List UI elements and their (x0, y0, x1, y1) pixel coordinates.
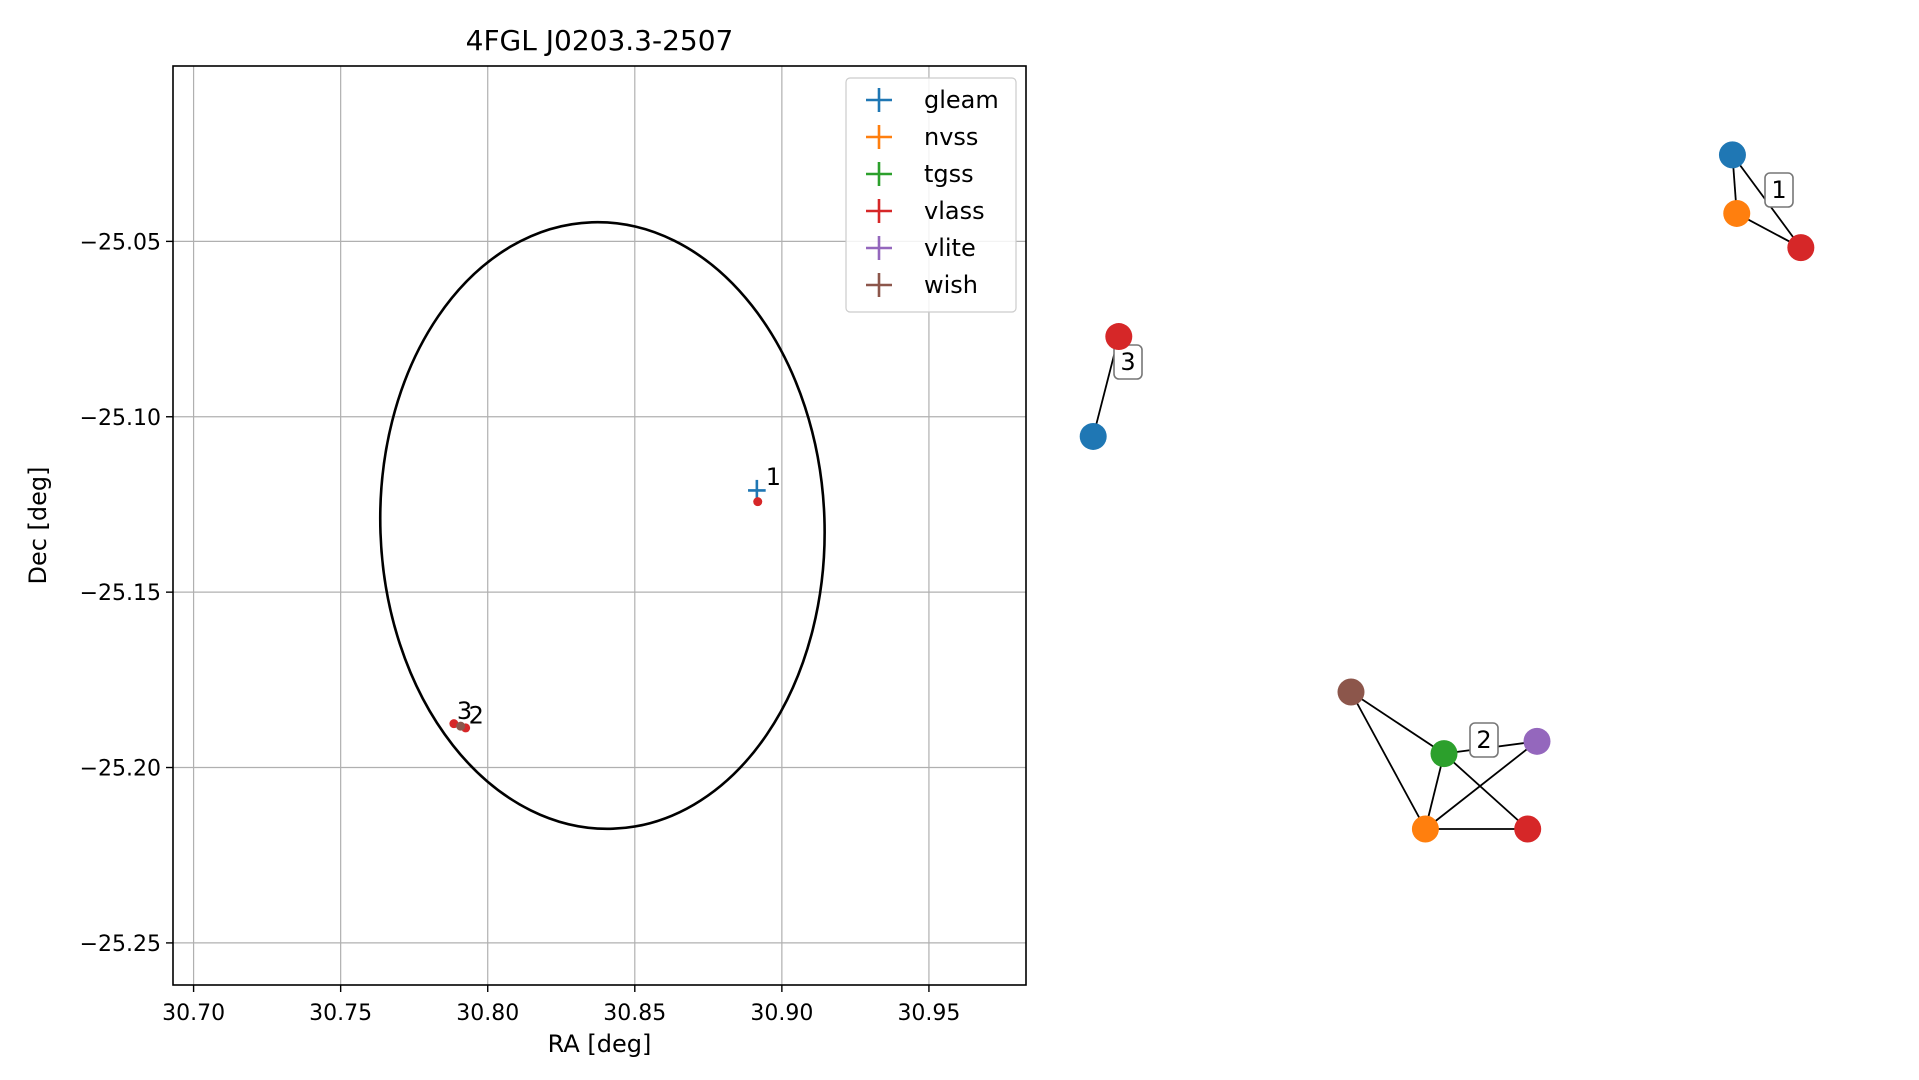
chart-title: 4FGL J0203.3-2507 (466, 24, 734, 57)
legend-entry-wish: wish (866, 271, 978, 299)
svg-text:2: 2 (1476, 726, 1491, 754)
legend-label: gleam (924, 86, 999, 114)
network-node-gleam (1718, 141, 1746, 169)
scatter-panel: 4FGL J0203.3-2507 132 30.70 30.75 30.80 30.… (24, 24, 1027, 1058)
svg-text:3: 3 (1120, 348, 1135, 376)
data-point-vlass (449, 719, 459, 729)
network-node-tgss (1430, 740, 1458, 768)
point-annotation: 2 (469, 702, 484, 730)
data-point-wish (456, 721, 466, 731)
network-edge (1424, 740, 1538, 830)
x-tick-label: 30.80 (456, 1001, 519, 1026)
network-node-wish (1337, 678, 1365, 706)
network-node-gleam (1079, 422, 1107, 450)
network-component-label: 2 (1469, 722, 1499, 758)
legend-entry-vlass: vlass (866, 197, 985, 225)
y-tick-label: −25.15 (80, 581, 161, 606)
localization-ellipse (378, 220, 826, 831)
network-node-nvss (1723, 199, 1751, 227)
y-tick-label: −25.20 (80, 757, 161, 782)
x-tick-label: 30.90 (750, 1001, 813, 1026)
legend-label: nvss (924, 123, 978, 151)
legend-label: vlass (924, 197, 985, 225)
network-component-label: 1 (1764, 172, 1794, 208)
x-tick-label: 30.85 (603, 1001, 666, 1026)
x-axis-ticks: 30.70 30.75 30.80 30.85 30.90 30.95 (162, 985, 960, 1026)
svg-text:1: 1 (1771, 176, 1786, 204)
y-tick-label: −25.05 (80, 230, 161, 255)
network-component-2: 2 (1337, 678, 1551, 843)
annotation-layer: 1 32 (457, 463, 781, 730)
legend-label: vlite (924, 234, 976, 262)
network-node-vlite (1523, 727, 1551, 755)
point-annotation: 3 (457, 697, 472, 725)
x-axis-label: RA [deg] (548, 1030, 652, 1058)
plot-frame (172, 65, 1027, 986)
network-node-vlass (1105, 323, 1133, 351)
y-axis-label: Dec [deg] (24, 466, 52, 584)
y-tick-label: −25.10 (80, 406, 161, 431)
x-tick-label: 30.70 (162, 1001, 225, 1026)
legend-entry-vlite: vlite (866, 234, 976, 262)
data-points-layer (449, 479, 766, 733)
network-component-label: 3 (1113, 344, 1143, 380)
y-tick-label: −25.25 (80, 932, 161, 957)
network-node-nvss (1411, 815, 1439, 843)
point-annotation: 1 (766, 463, 781, 491)
legend: gleam nvss tgss vlass vlite wish (845, 77, 1017, 313)
network-edge (1350, 691, 1445, 755)
localization-ellipse-layer (378, 220, 826, 831)
legend-entry-tgss: tgss (866, 160, 974, 188)
network-panel: 1 3 2 (1079, 141, 1815, 843)
legend-label: tgss (924, 160, 974, 188)
network-edge (1443, 752, 1529, 830)
network-node-vlass (1787, 234, 1815, 262)
data-point-vlass (753, 497, 763, 507)
x-tick-label: 30.75 (309, 1001, 372, 1026)
legend-label: wish (924, 271, 978, 299)
y-axis-ticks: −25.05 −25.10 −25.15 −25.20 −25.25 (80, 230, 173, 957)
network-component-3: 3 (1079, 323, 1143, 450)
network-node-vlass (1514, 815, 1542, 843)
legend-entry-nvss: nvss (866, 123, 978, 151)
network-component-1: 1 (1718, 141, 1815, 262)
network-edge (1350, 691, 1427, 830)
x-tick-label: 30.95 (897, 1001, 960, 1026)
legend-entry-gleam: gleam (866, 86, 999, 114)
